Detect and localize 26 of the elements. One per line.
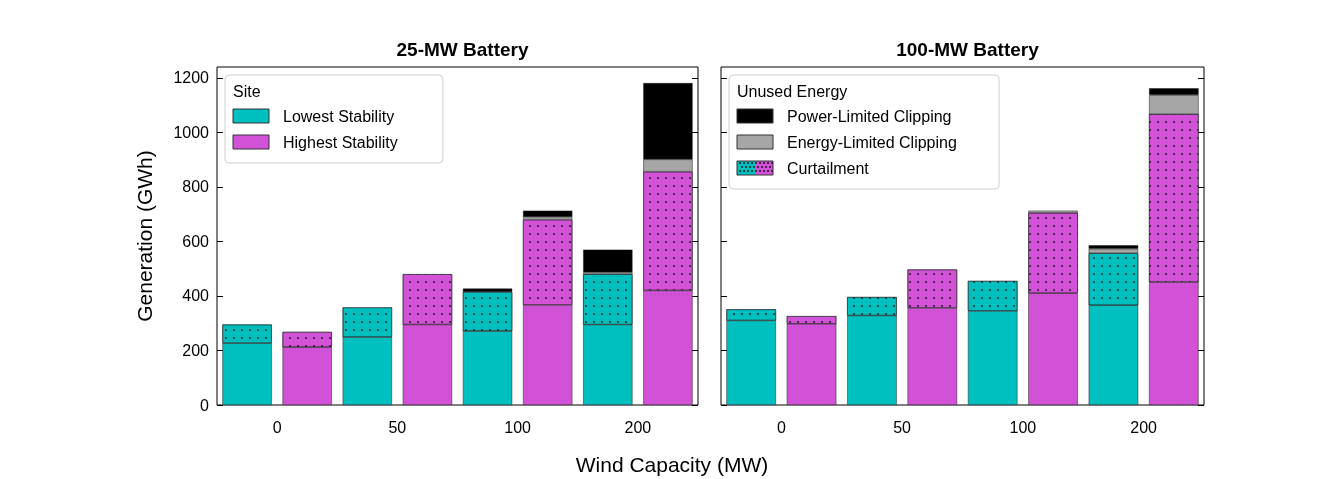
legend-label: Lowest Stability	[283, 107, 395, 125]
x-tick-label: 100	[504, 418, 532, 436]
y-tick-label: 200	[182, 341, 210, 359]
legend-label: Curtailment	[787, 159, 870, 177]
y-tick-label: 1200	[173, 69, 210, 87]
legend-label: Power-Limited Clipping	[787, 107, 952, 125]
legend-label: Energy-Limited Clipping	[787, 133, 957, 151]
x-tick-label: 50	[893, 418, 912, 436]
legend-title: Site	[233, 82, 261, 100]
x-tick-label: 50	[388, 418, 407, 436]
legend-label: Highest Stability	[283, 133, 398, 151]
x-tick-label: 200	[624, 418, 652, 436]
y-tick-label: 1000	[173, 123, 210, 141]
chart-title: 25-MW Battery	[396, 39, 529, 60]
chart-title: 100-MW Battery	[896, 39, 1040, 60]
y-axis-title: Generation (GWh)	[133, 150, 156, 322]
x-tick-label: 0	[272, 418, 282, 436]
x-tick-label: 200	[1130, 418, 1158, 436]
y-tick-label: 800	[182, 178, 210, 196]
y-tick-label: 0	[200, 396, 210, 414]
x-tick-label: 100	[1009, 418, 1037, 436]
x-tick-label: 0	[776, 418, 786, 436]
y-tick-label: 600	[182, 232, 210, 250]
x-axis-title: Wind Capacity (MW)	[575, 453, 769, 477]
y-tick-label: 400	[182, 287, 210, 305]
legend-title: Unused Energy	[737, 82, 848, 100]
